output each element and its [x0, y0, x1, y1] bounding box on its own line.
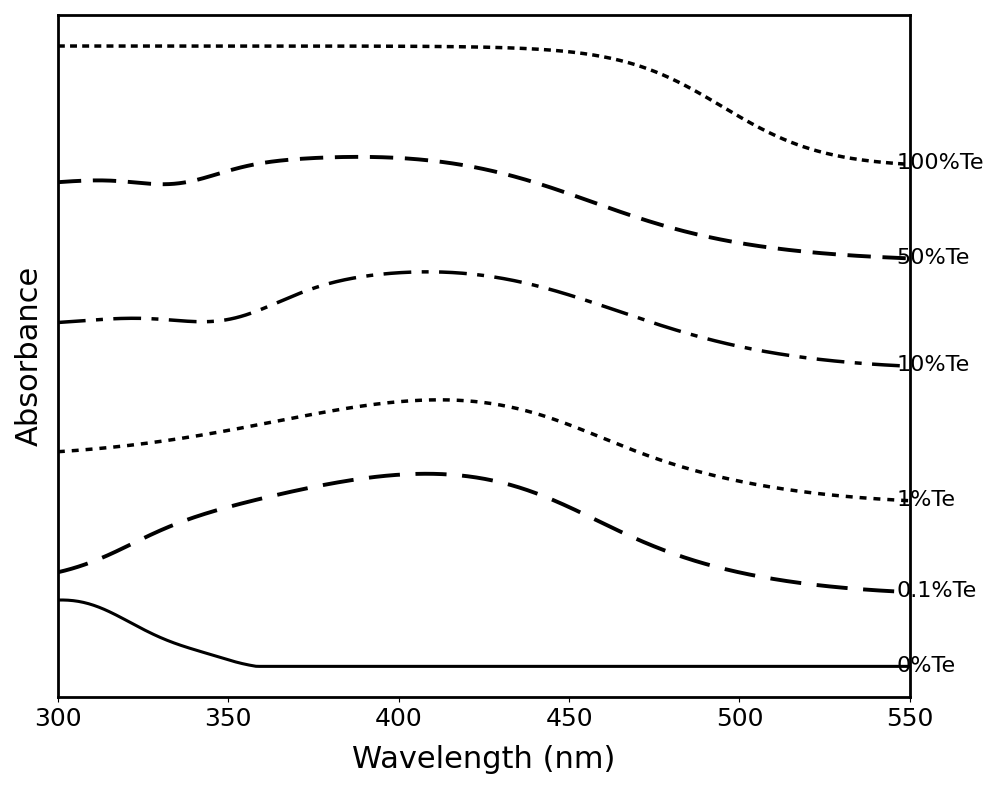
Text: 0%Te: 0%Te [896, 656, 955, 676]
Text: 1%Te: 1%Te [896, 490, 955, 510]
Text: 10%Te: 10%Te [896, 355, 970, 376]
X-axis label: Wavelength (nm): Wavelength (nm) [352, 745, 616, 774]
Text: 50%Te: 50%Te [896, 248, 970, 267]
Y-axis label: Absorbance: Absorbance [15, 266, 44, 447]
Text: 100%Te: 100%Te [896, 153, 984, 174]
Text: 0.1%Te: 0.1%Te [896, 581, 977, 601]
